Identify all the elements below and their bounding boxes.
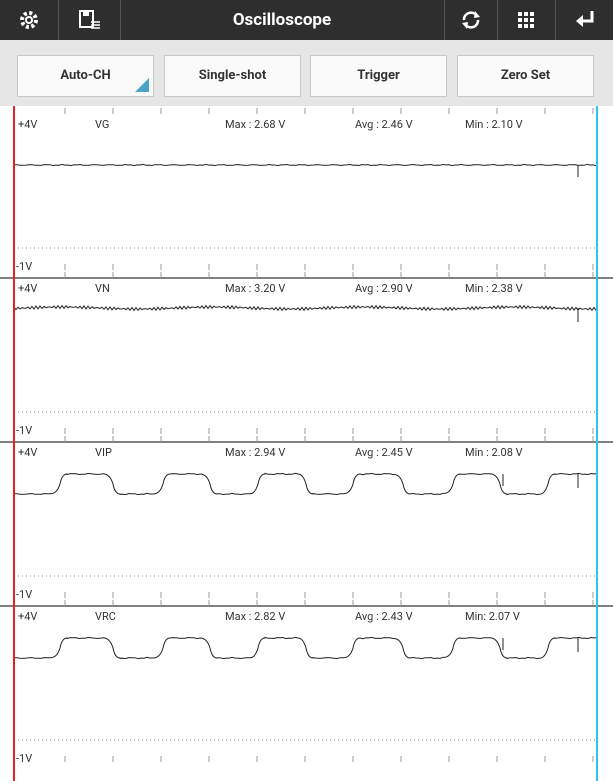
- channel-name: VN: [95, 282, 110, 295]
- zero-set-button[interactable]: Zero Set: [457, 55, 594, 97]
- scale-top: +4V: [18, 610, 37, 623]
- save-icon: [79, 10, 100, 29]
- back-icon: [576, 11, 594, 27]
- min-value: Min: 2.07 V: [465, 610, 520, 623]
- save-button[interactable]: [58, 0, 121, 40]
- max-value: Max : 3.20 V: [225, 282, 285, 295]
- button-bar: Auto-CH Single-shot Trigger Zero Set: [0, 40, 613, 106]
- max-value: Max : 2.82 V: [225, 610, 285, 623]
- scale-bottom: -1V: [16, 588, 32, 601]
- scale-bottom: -1V: [16, 752, 32, 765]
- waveform: [13, 472, 598, 496]
- scale-top: +4V: [18, 446, 37, 459]
- max-value: Max : 2.94 V: [225, 446, 285, 459]
- refresh-icon: [462, 11, 480, 29]
- grid-button[interactable]: [497, 0, 556, 40]
- dropdown-corner: [135, 78, 149, 92]
- channel-name: VIP: [95, 446, 112, 459]
- trigger-button[interactable]: Trigger: [310, 55, 447, 97]
- max-value: Max : 2.68 V: [225, 118, 285, 131]
- back-button[interactable]: [556, 0, 613, 40]
- avg-value: Avg : 2.45 V: [355, 446, 413, 459]
- avg-value: Avg : 2.90 V: [355, 282, 413, 295]
- grid-icon: [518, 12, 534, 28]
- min-value: Min : 2.38 V: [465, 282, 523, 295]
- scale-top: +4V: [18, 282, 37, 295]
- auto-ch-button[interactable]: Auto-CH: [17, 55, 154, 97]
- min-value: Min : 2.08 V: [465, 446, 523, 459]
- scope-display: +4V VG Max : 2.68 V Avg : 2.46 V Min : 2.10 …: [0, 106, 613, 781]
- waveform: [13, 636, 598, 660]
- scale-top: +4V: [18, 118, 37, 131]
- button-label: Auto-CH: [60, 68, 111, 83]
- gear-icon: [20, 11, 38, 29]
- avg-value: Avg : 2.46 V: [355, 118, 413, 131]
- waveform: [14, 163, 597, 177]
- waveform: [13, 304, 597, 322]
- refresh-button[interactable]: [444, 0, 498, 40]
- settings-button[interactable]: [0, 0, 59, 40]
- avg-value: Avg : 2.43 V: [355, 610, 413, 623]
- top-bar: Oscilloscope: [0, 0, 613, 40]
- app-title: Oscilloscope: [232, 10, 332, 30]
- scale-bottom: -1V: [16, 260, 32, 273]
- channel-name: VRC: [95, 610, 116, 623]
- min-value: Min : 2.10 V: [465, 118, 523, 131]
- scale-bottom: -1V: [16, 424, 32, 437]
- single-shot-button[interactable]: Single-shot: [164, 55, 301, 97]
- channel-name: VG: [95, 118, 109, 131]
